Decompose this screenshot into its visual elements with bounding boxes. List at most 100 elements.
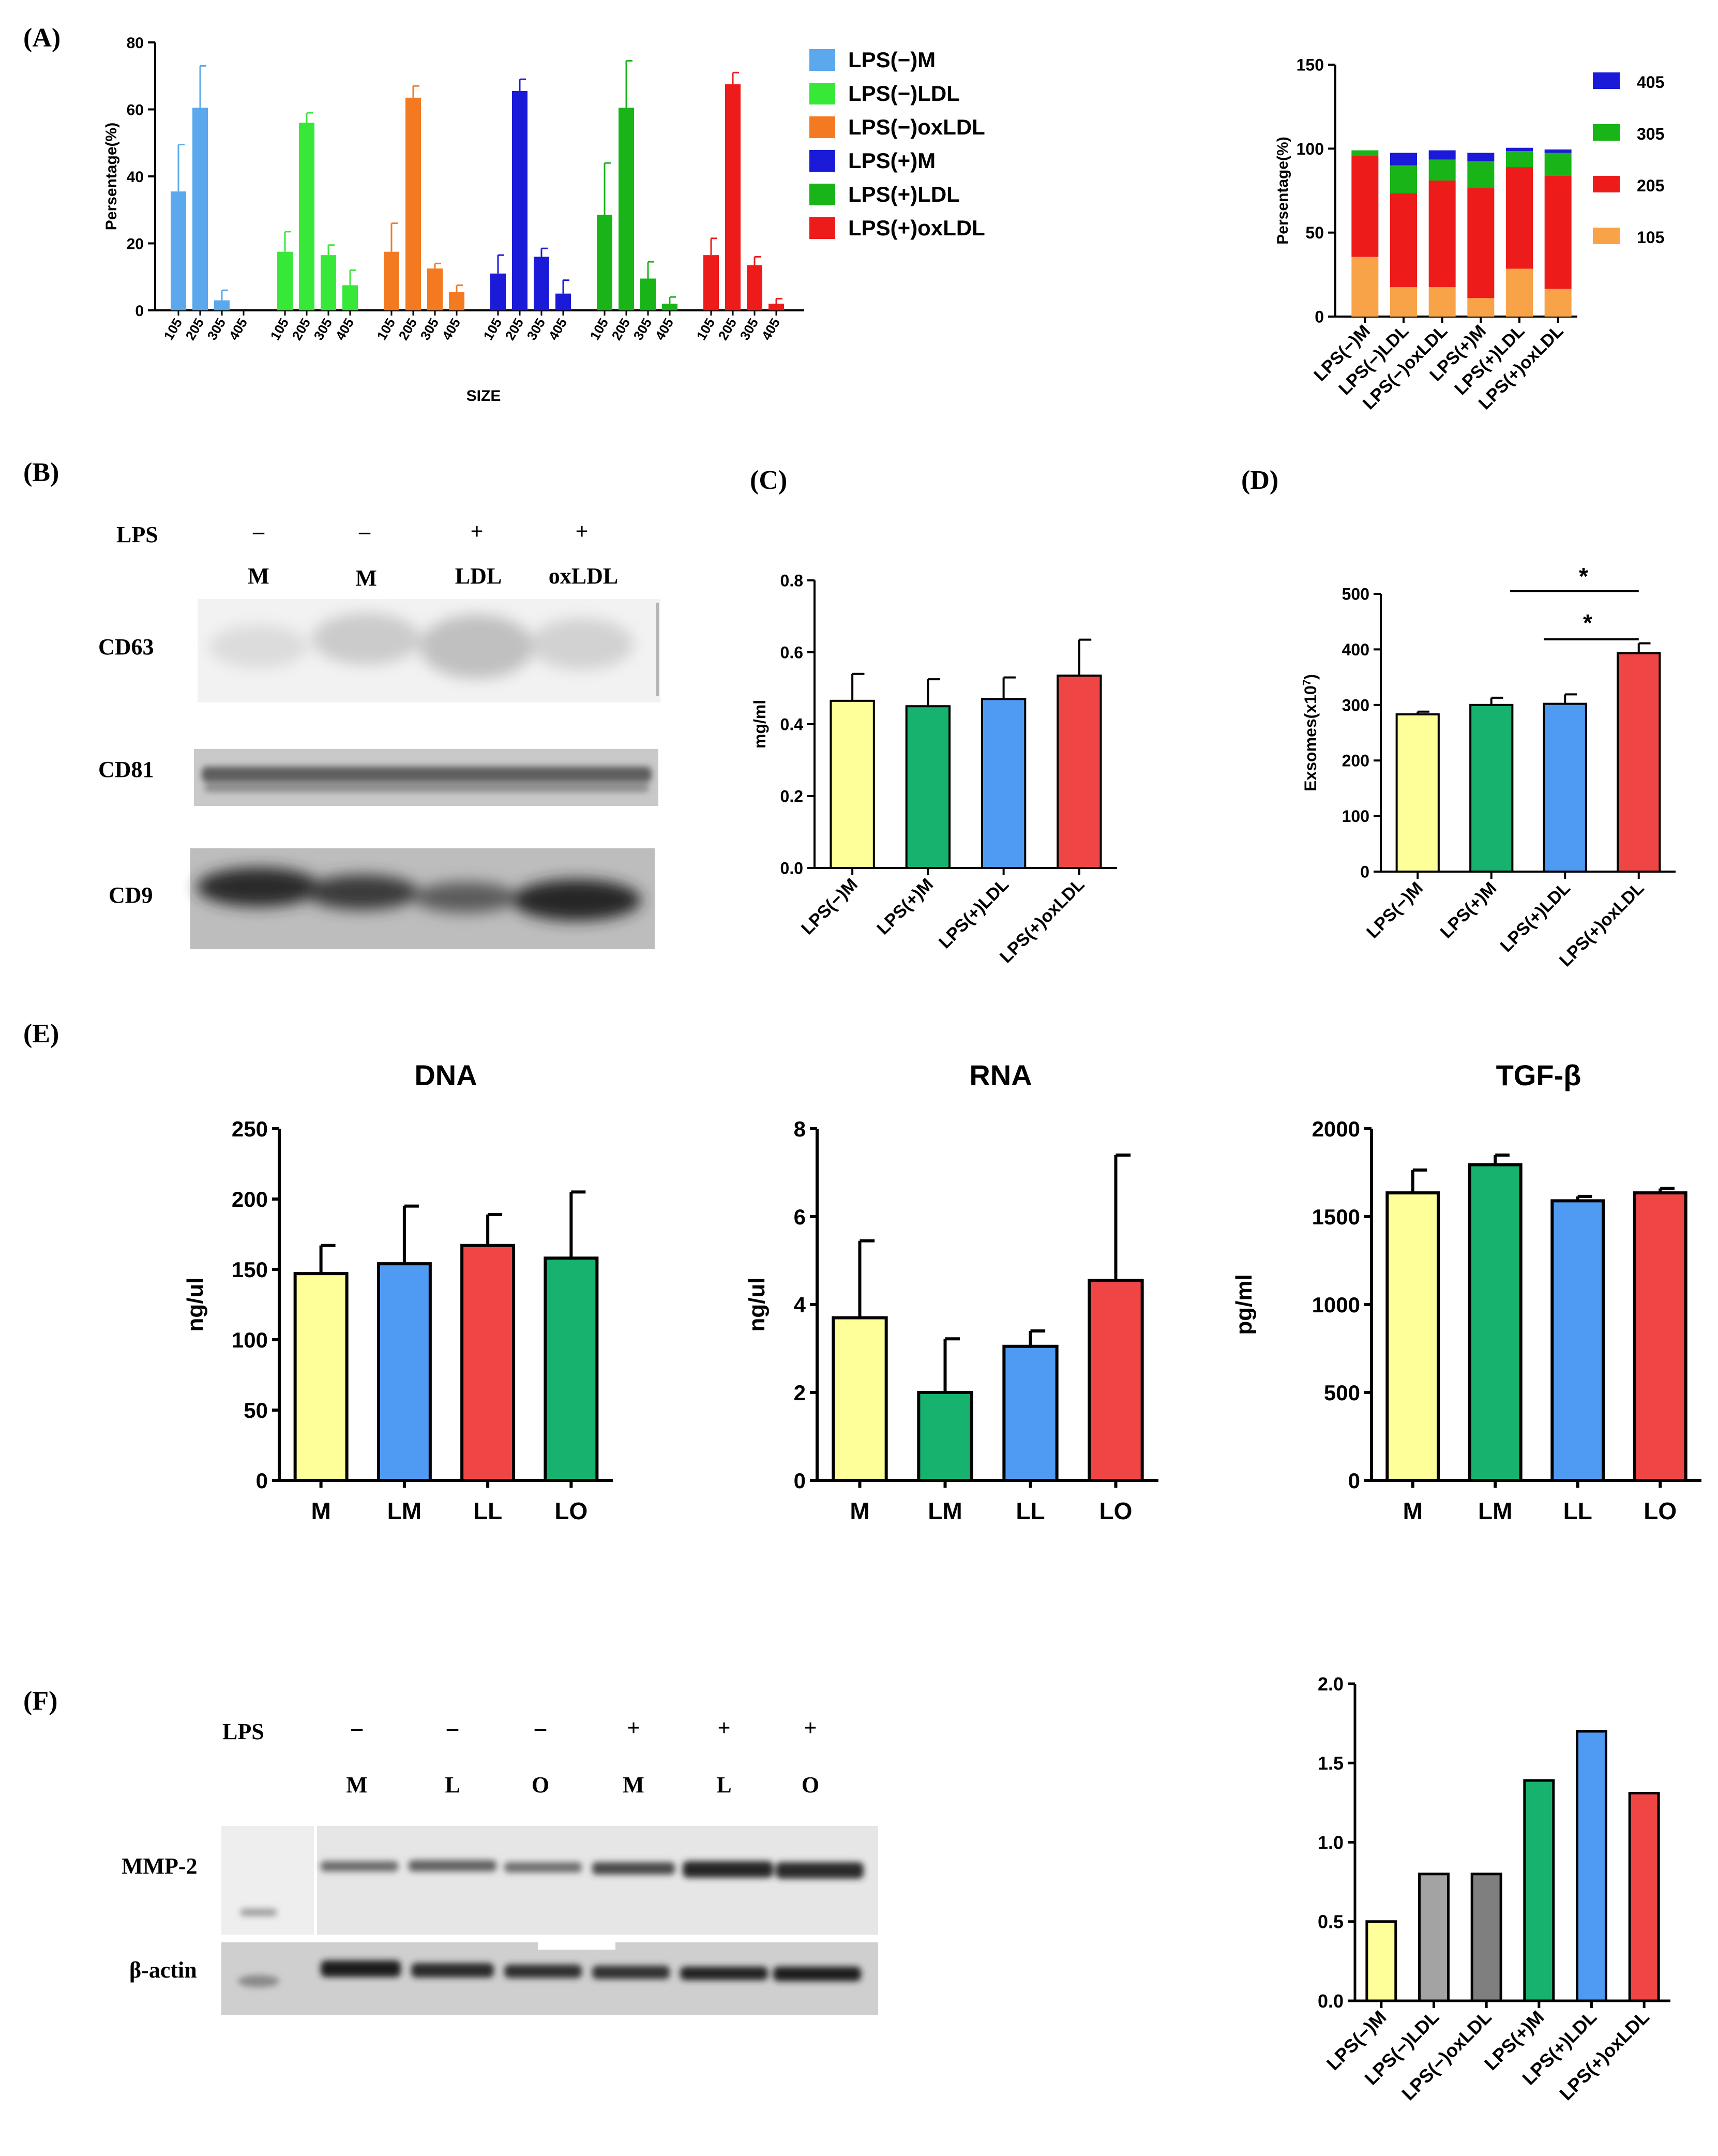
bar: [1088, 1279, 1144, 1482]
bar: [619, 108, 634, 310]
x-tick-label: 205: [715, 316, 740, 343]
y-tick-label: 0.6: [780, 643, 803, 662]
blot-f-lps-sign-5: +: [717, 1715, 730, 1741]
chart-title: RNA: [969, 1059, 1032, 1091]
legend-swatch: [809, 217, 835, 239]
legend-label: LPS(+)oxLDL: [848, 216, 985, 240]
y-tick-label: 4: [794, 1293, 806, 1317]
x-tick-label: LO: [1099, 1498, 1133, 1524]
x-tick-label: 105: [267, 316, 292, 343]
x-tick-label: 305: [737, 316, 762, 343]
stacked-segment: [1351, 155, 1379, 257]
stacked-segment: [1467, 298, 1495, 317]
chart-c-protein: 0.0 0.2 0.4 0.6 0.8 mg/ml LPS(−)M LPS(+)MLPS(+)…: [750, 572, 1117, 967]
chart-f-quantification: 0.00.51.01.52.0LPS(−)MLPS(−)LDLLPS(−)oxL…: [1318, 1673, 1670, 2104]
bar: [555, 293, 571, 310]
y-tick-label: 1000: [1312, 1293, 1360, 1317]
blot-b-lps-label: LPS: [116, 522, 158, 547]
y-tick-label: 60: [127, 101, 144, 118]
x-tick-label: 405: [333, 316, 357, 343]
x-tick-label: LO: [1644, 1498, 1677, 1524]
blot-f-lps-sign-1: –: [351, 1715, 363, 1741]
y-tick-label: 0: [1360, 863, 1369, 881]
blot-b-group-1: M: [248, 563, 269, 589]
y-tick-label: 20: [127, 235, 144, 252]
x-tick-label: M: [311, 1498, 330, 1524]
y-tick-label: 0: [256, 1469, 268, 1493]
x-tick-label: 205: [502, 316, 527, 343]
bar: [1470, 1873, 1502, 2002]
y-tick-label: 250: [232, 1117, 268, 1141]
x-tick-label: LPS(+)M: [873, 875, 937, 939]
x-tick-label: LPS(+)LDL: [935, 875, 1013, 952]
legend-swatch: [809, 150, 835, 172]
stacked-segment: [1428, 159, 1456, 181]
y-axis-label: ng/ul: [744, 1277, 770, 1331]
bar: [299, 123, 314, 310]
stacked-segment: [1390, 193, 1417, 288]
blot-f-group-1: M: [346, 1772, 368, 1798]
blot-b-group-2: M: [355, 565, 377, 591]
y-tick-label: 100: [232, 1328, 268, 1352]
blot-b-lps-sign-1: –: [252, 519, 265, 544]
bar: [376, 1262, 432, 1483]
y-tick-label: 0.4: [780, 715, 804, 734]
blot-f-group-2: L: [445, 1772, 460, 1798]
panel-label-e: (E): [23, 1019, 59, 1049]
x-tick-label: LL: [1016, 1498, 1045, 1524]
stacked-segment: [1506, 147, 1533, 152]
y-tick-label: 80: [127, 35, 144, 52]
y-tick-label: 150: [232, 1257, 268, 1282]
chart-a-stacked-percentage: 050100150Persentage(%)LPS(−)MLPS(−)LDLLP…: [1274, 56, 1664, 414]
y-axis-label-end: ): [1301, 674, 1320, 680]
bar: [1057, 675, 1102, 870]
y-tick-label: 500: [1342, 585, 1369, 604]
y-axis-label-sup: 7: [1301, 680, 1313, 686]
blot-b-cd81-bands: [202, 767, 652, 792]
x-axis-label: SIZE: [466, 387, 501, 405]
blot-f-group-3: O: [532, 1772, 549, 1798]
bar: [905, 705, 951, 869]
blot-b-group-4: oxLDL: [549, 563, 618, 589]
bar: [1395, 713, 1440, 873]
x-tick-label: 105: [587, 316, 612, 343]
bar: [662, 304, 677, 310]
blot-b-lps-sign-2: –: [358, 519, 371, 544]
y-tick-label: 0.0: [780, 859, 803, 878]
stacked-segment: [1467, 153, 1495, 161]
blot-b-row-cd9: CD9: [109, 882, 153, 908]
significance-star: *: [1583, 609, 1592, 636]
chart-e-tgf: 0 500 1000 1500 2000 pg/ml M LM LL LO TGF-β: [1231, 1059, 1701, 1524]
x-tick-label: 205: [289, 316, 314, 343]
legend-label: LPS(−)M: [848, 48, 936, 72]
y-tick-label: 200: [232, 1187, 268, 1211]
stacked-segment: [1390, 287, 1417, 317]
x-tick-label: 305: [524, 316, 549, 343]
bar: [1365, 1920, 1397, 2002]
blot-f-lps-label: LPS: [222, 1719, 264, 1744]
bar: [981, 698, 1027, 869]
y-axis-label: Persentage(%): [103, 123, 120, 230]
x-tick-label: 205: [609, 316, 634, 343]
blot-b-lps-sign-4: +: [575, 519, 588, 544]
blot-f-lps-sign-3: –: [534, 1715, 547, 1741]
bar: [405, 97, 421, 310]
stacked-segment: [1390, 153, 1417, 166]
blot-b-membrane-edge: [656, 603, 659, 696]
significance-star: *: [1579, 563, 1588, 590]
y-tick-label: 2: [794, 1381, 806, 1405]
bar: [192, 108, 208, 310]
bar: [384, 251, 399, 310]
x-tick-label: LPS(+)oxLDL: [1555, 2007, 1653, 2105]
stacked-segment: [1428, 181, 1456, 288]
legend-swatch: [809, 184, 835, 205]
x-tick-label: 405: [546, 316, 570, 343]
blot-f-lps-sign-2: –: [446, 1715, 459, 1741]
western-blot-f: LPS – – – + + + M L O M L O MMP-2 β-acti…: [122, 1715, 878, 2015]
stacked-segment: [1544, 153, 1572, 176]
chart-e-rna: 0 2 4 6 8 ng/ul M LM LL LO RNA: [744, 1059, 1158, 1524]
blot-f-mmp2-membrane: [221, 1826, 878, 1935]
stacked-segment: [1506, 268, 1533, 317]
